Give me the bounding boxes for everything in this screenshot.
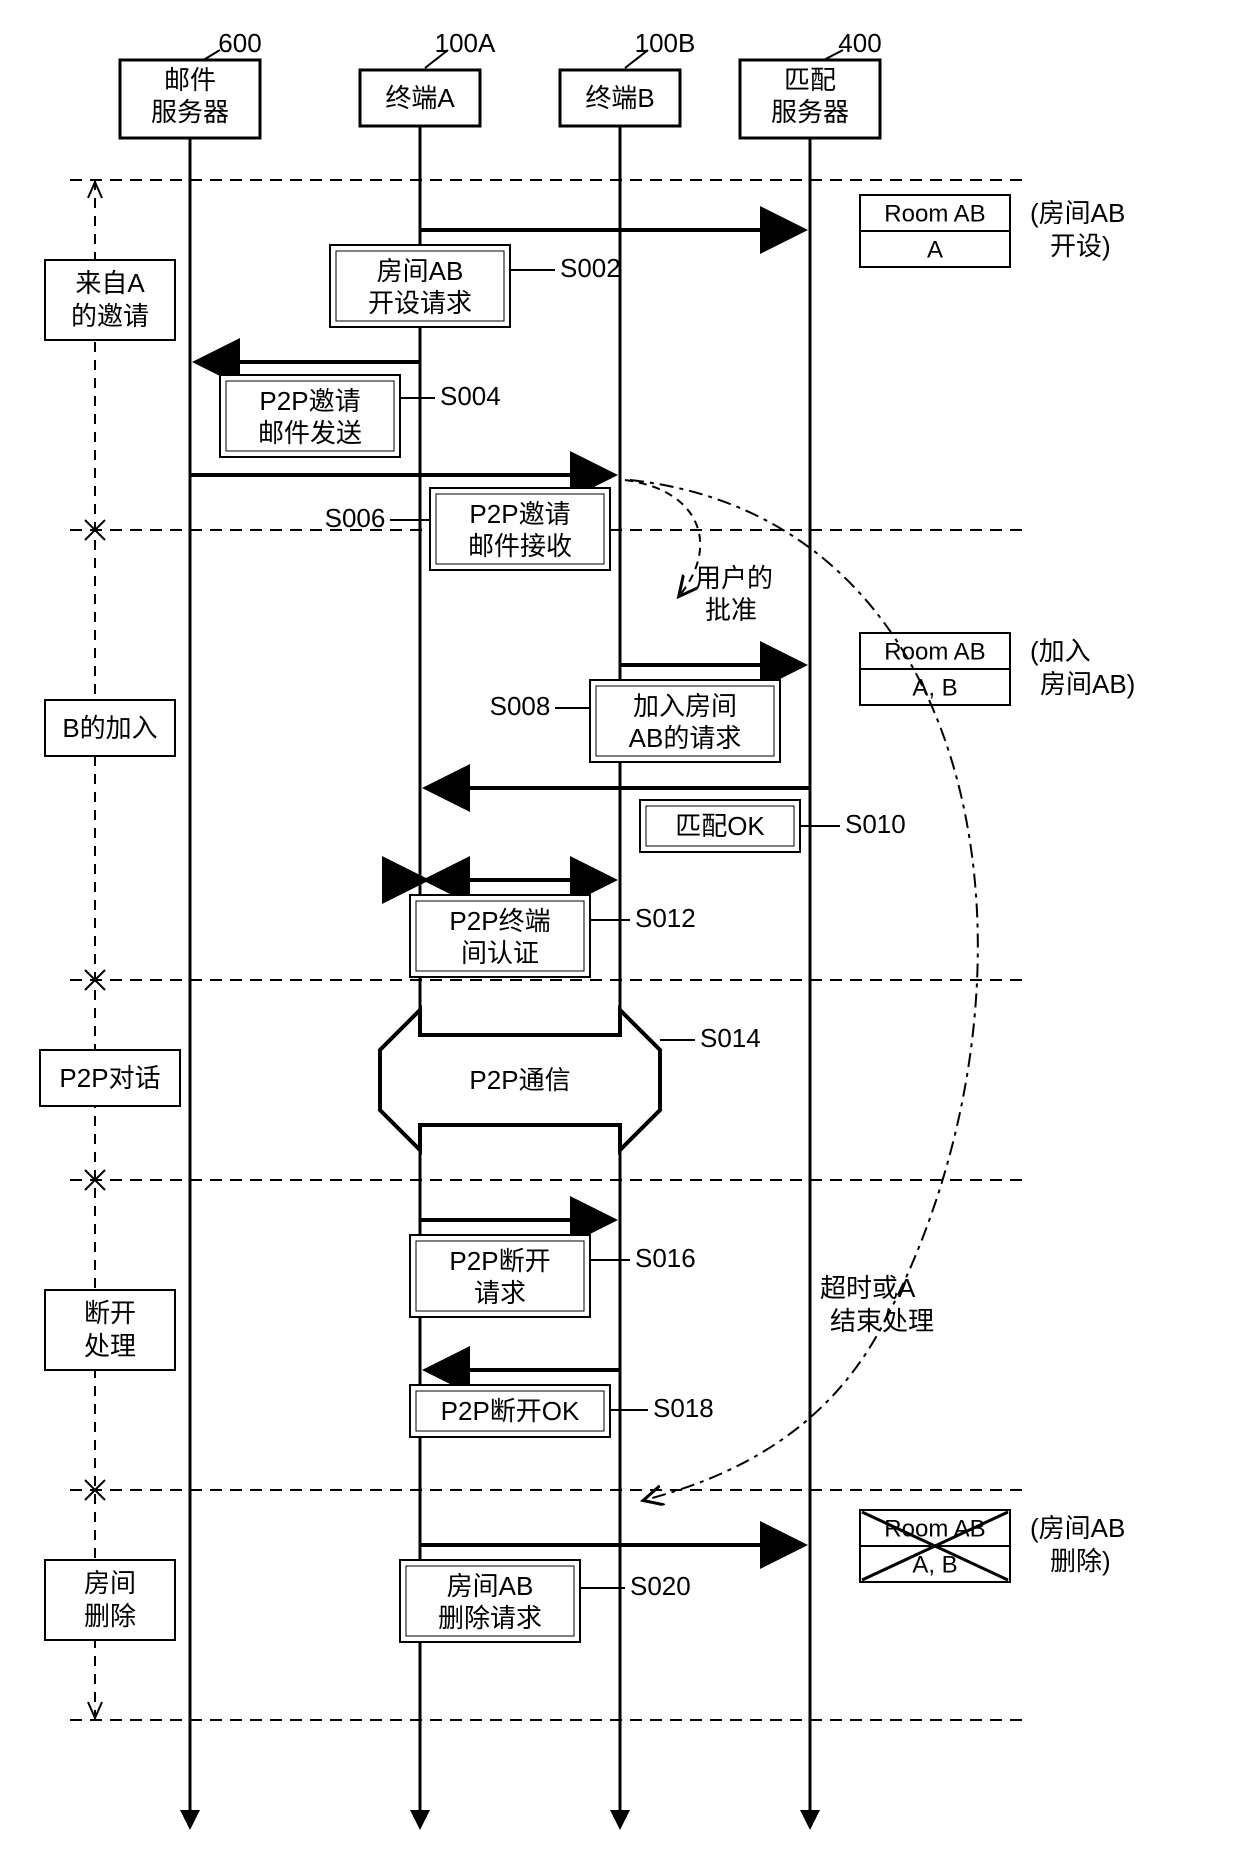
room-title: Room AB [884,638,985,665]
room-note: (加入 [1030,636,1091,666]
room-note: 开设) [1050,231,1111,261]
msg-code: S004 [440,381,501,411]
room-note: (房间AB [1030,198,1125,228]
msg-box-s008: 加入房间 AB的请求 [590,680,780,762]
phase-label-text: B的加入 [62,713,157,743]
phase-label-disconnect: 断开 处理 [45,1290,175,1370]
annotation-text: 超时或A [820,1273,916,1303]
annotation-text: 批准 [705,595,757,625]
room-state-deleted: Room AB A, B (房间AB 删除) [860,1510,1125,1582]
msg-text: P2P断开OK [441,1396,580,1426]
phase-label-invite-a: 来自A 的邀请 [45,260,175,340]
msg-text: 邮件发送 [258,418,362,448]
msg-code: S012 [635,903,696,933]
phase-label-text: 断开 [84,1298,136,1328]
phase-label-b-join: B的加入 [45,700,175,756]
msg-text: 加入房间 [633,691,737,721]
lifeline-label: 邮件 [164,65,216,95]
msg-text: 房间AB [377,256,464,286]
room-title: Room AB [884,200,985,227]
room-state-joined: Room AB A, B (加入 房间AB) [860,633,1135,705]
msg-text: P2P终端 [449,906,550,936]
msg-text: 邮件接收 [468,531,572,561]
phase-label-text: 处理 [84,1331,136,1361]
phase-label-text: 的邀请 [71,301,149,331]
msg-box-s018: P2P断开OK [410,1385,610,1437]
msg-code: S014 [700,1023,761,1053]
sequence-diagram: 600 邮件 服务器 100A 终端A 100B 终端B 400 匹配 服务器 [0,0,1240,1859]
lifeline-number: 600 [218,28,261,58]
lifeline-number: 400 [838,28,881,58]
msg-box-s012: P2P终端 间认证 [410,895,590,977]
msg-box-s006: P2P邀请 邮件接收 [430,488,610,570]
room-state-created: Room AB A (房间AB 开设) [860,195,1125,267]
msg-text: P2P断开 [449,1246,550,1276]
phase-label-text: P2P对话 [59,1063,160,1093]
msg-box-s002: 房间AB 开设请求 [330,245,510,327]
msg-text: 请求 [474,1278,526,1308]
msg-code: S016 [635,1243,696,1273]
annotation-text: 用户的 [695,563,773,593]
lifeline-label: 终端B [585,83,654,113]
msg-box-s016: P2P断开 请求 [410,1235,590,1317]
msg-code: S020 [630,1571,691,1601]
msg-text: P2P通信 [469,1065,570,1095]
msg-code: S002 [560,253,621,283]
p2p-comm-shape: P2P通信 [380,1010,660,1150]
room-members: A [927,236,943,263]
phase-label-text: 来自A [75,268,145,298]
msg-text: 删除请求 [438,1603,542,1633]
msg-text: 开设请求 [368,288,472,318]
room-members: A, B [912,1551,957,1578]
msg-text: AB的请求 [629,723,742,753]
lifeline-label2: 服务器 [151,97,229,127]
annotation-text: 结束处理 [830,1306,934,1336]
room-note: (房间AB [1030,1513,1125,1543]
msg-code: S018 [653,1393,714,1423]
phase-label-room-delete: 房间 删除 [45,1560,175,1640]
msg-code: S010 [845,809,906,839]
phase-label-text: 房间 [84,1568,136,1598]
msg-box-s004: P2P邀请 邮件发送 [220,375,400,457]
msg-text: P2P邀请 [469,499,570,529]
phase-label-p2p-session: P2P对话 [40,1050,180,1106]
msg-text: 间认证 [461,938,539,968]
room-note: 房间AB) [1040,669,1135,699]
msg-box-s020: 房间AB 删除请求 [400,1560,580,1642]
msg-text: 匹配OK [675,811,765,841]
lifeline-label: 终端A [385,83,455,113]
msg-code: S006 [325,503,386,533]
msg-text: 房间AB [447,1571,534,1601]
lifeline-label2: 服务器 [771,97,849,127]
room-note: 删除) [1050,1546,1111,1576]
lifeline-label: 匹配 [784,65,836,95]
msg-text: P2P邀请 [259,386,360,416]
phase-label-text: 删除 [84,1601,136,1631]
user-approval-flow [625,480,700,595]
msg-code: S008 [490,691,551,721]
msg-box-s010: 匹配OK [640,800,800,852]
